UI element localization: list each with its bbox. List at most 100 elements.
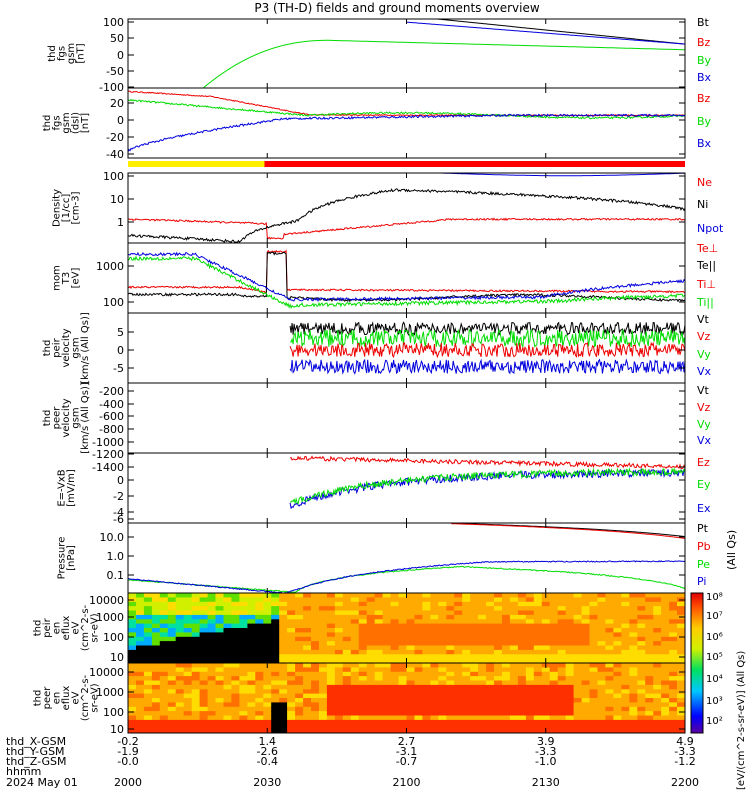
p2-ytick-label: 0: [117, 114, 124, 127]
axis-row-value: -0.0: [117, 755, 138, 768]
p8-ylabel-line: [nPa]: [66, 545, 77, 571]
axis-row-value: 4.9: [676, 735, 694, 748]
vz-series: [289, 341, 685, 359]
bx-series: [406, 21, 685, 45]
p8-ytick-label: 0.1: [107, 569, 125, 582]
p10-ytick-label: 100: [103, 706, 124, 719]
p1-ytick-label: 100: [103, 16, 124, 29]
p6-ylabel-line: peer: [52, 406, 63, 430]
p9-ytick-label: 10: [110, 651, 124, 664]
p6-ylabel-line: thd: [42, 410, 53, 427]
p9-ylabel-line: thd: [33, 620, 44, 637]
chart-title: P3 (TH-D) fields and ground moments over…: [254, 1, 539, 15]
legend-p2-0: Bz: [697, 92, 711, 105]
p9-ylabel-line: (cm^2-s-: [80, 604, 91, 651]
vx-series: [289, 358, 685, 375]
p10-ytick-label: 10000: [89, 666, 124, 679]
legend-p7-2: Ex: [697, 502, 711, 515]
p5-ytick-label: 5: [117, 326, 124, 339]
axis-row-value: -1.0: [535, 755, 556, 768]
legend-p6-1: Vz: [697, 401, 711, 414]
legend-p8-0: Pt: [697, 522, 709, 535]
axis-row-value: -0.4: [257, 755, 278, 768]
legend-p4-2: Ti⊥: [696, 278, 716, 291]
p9-ylabel-line: en: [52, 622, 63, 635]
status-bar-red: [264, 161, 685, 167]
p4-ylabel-line: mom: [52, 265, 63, 291]
p7-ytick-label: 0: [117, 474, 124, 487]
pt-series: [451, 523, 685, 538]
p3-ytick-label: 100: [103, 170, 124, 183]
p7-ylabel-line: [mV/m]: [66, 469, 77, 507]
pb-series: [451, 523, 685, 539]
colorbar-tick-label: 10²: [706, 716, 723, 727]
p8-frame: [127, 522, 686, 594]
ne-series: [128, 217, 685, 240]
ti-par-series: [128, 255, 685, 310]
p5-ylabel-line: thd: [42, 340, 53, 357]
by-series: [203, 39, 685, 88]
axis-row-value: -1.2: [674, 755, 695, 768]
p10-ylabel-line: thd: [33, 690, 44, 707]
p7-frame: [127, 452, 686, 524]
p5-ylabel-line: [km/s (All Qs)]: [80, 312, 91, 384]
ni-series: [128, 188, 685, 243]
p1-ylabel-line: fgs: [56, 46, 67, 61]
p10-ytick-label: 10: [110, 723, 124, 736]
p5-ytick-label: -5: [113, 362, 124, 375]
ti-perp-series: [128, 251, 685, 302]
p3-ylabel-line: Density: [52, 189, 63, 227]
p2-frame: [127, 87, 686, 159]
p9-ytick-label: 10000: [89, 594, 124, 607]
axis-row-value: 2.7: [398, 735, 416, 748]
axis-row-value: 1.4: [259, 735, 277, 748]
p2-ylabel-line: thd: [42, 115, 53, 132]
bz-series: [128, 90, 685, 117]
p7-ytick-label: -4: [113, 506, 124, 519]
vt-series: [289, 321, 685, 337]
p6-ytick-label: -200: [99, 385, 124, 398]
p5-ylabel-line: peir: [52, 337, 63, 357]
p1-ylabel-line: gsm: [66, 43, 77, 64]
legend-p6-3: Vx: [697, 434, 712, 447]
axis-row-label: thd_X-GSM: [6, 735, 66, 748]
p6-ylabel-line: gsm: [71, 407, 82, 428]
te-perp-series: [128, 249, 685, 294]
p6-ytick-label: -1400: [92, 461, 124, 474]
p10-ylabel-line: sr-eV): [90, 683, 101, 712]
legend-p7-0: Ez: [697, 456, 710, 469]
p6-ylabel-line: velocity: [61, 398, 72, 437]
legend-p7-1: Ey: [697, 478, 711, 491]
p1-ylabel-line: [nT]: [75, 43, 86, 63]
p9-ylabel-line: eV: [71, 621, 82, 634]
p6-frame: [127, 382, 686, 454]
p5-ytick-label: 0: [117, 344, 124, 357]
axis-row-value: -0.7: [396, 755, 417, 768]
axis-row-value: 3.9: [537, 735, 555, 748]
ez-series: [289, 455, 685, 470]
p9-ylabel-line: peir: [42, 617, 53, 637]
p4-ylabel-line: [eV]: [71, 268, 82, 289]
p6-ytick-label: -600: [99, 410, 124, 423]
p3-ylabel-line: [1/cc]: [61, 194, 72, 223]
te-par-series: [128, 251, 685, 303]
axis-row-label: thd_Y-GSM: [6, 745, 65, 758]
p9-ylabel-line: sr-eV): [90, 613, 101, 642]
p2-ylabel-line: gsm: [61, 112, 72, 133]
x-tick-label: 2100: [393, 776, 421, 789]
p1-ylabel-line: thd: [47, 45, 58, 62]
p7-ytick-label: -2: [113, 490, 124, 503]
p1-ytick-label: -100: [99, 81, 124, 94]
legend-p1-2: By: [697, 54, 712, 67]
p9-ylabel-line: eflux: [61, 616, 72, 641]
p8-ylabel-line: Pressure: [56, 537, 67, 580]
vy-series: [289, 328, 685, 349]
p3-ylabel: Density[1/cc][cm-3]: [52, 189, 82, 227]
p8-ytick-label: 10.0: [100, 531, 125, 544]
p6-ytick-label: -1000: [92, 436, 124, 449]
legend-p2-2: Bx: [697, 137, 712, 150]
